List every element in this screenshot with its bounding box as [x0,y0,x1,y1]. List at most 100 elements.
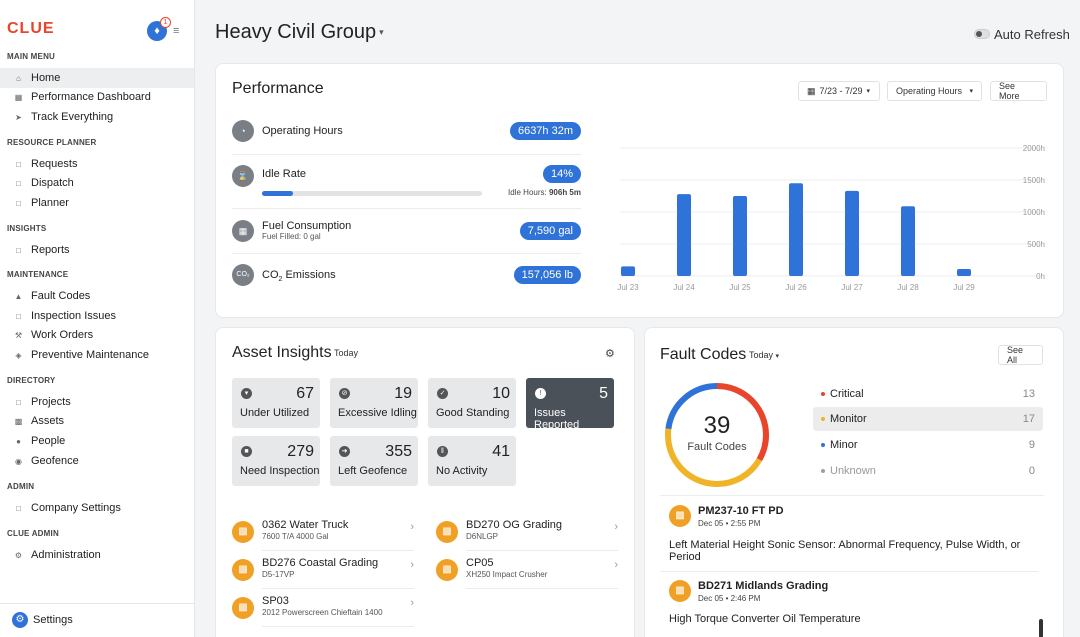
requests-icon: □ [16,159,21,169]
settings-gear-icon: ⚙ [12,612,28,628]
sidebar-item-label: Track Everything [31,111,114,123]
organization-selector[interactable]: Heavy Civil Group ▾ [215,21,384,44]
notifications-button[interactable]: ♦ 1 [147,17,171,41]
fault-list-scrollbar[interactable] [1039,619,1043,637]
truck-icon: ▩ [232,521,254,543]
legend-monitor[interactable]: Monitor 17 [813,407,1043,431]
sidebar-item-track-everything[interactable]: ➤ Track Everything [0,107,194,127]
chart-bar[interactable] [789,183,803,276]
sidebar-item-label: People [31,435,66,447]
metric-select[interactable]: Operating Hours ▾ [887,81,982,101]
chevron-right-icon: › [410,597,414,609]
sidebar-item-label: Administration [31,549,101,561]
idle-rate-value: 14% [542,165,581,183]
legend-unknown[interactable]: Unknown 0 [813,459,1043,483]
sidebar-item-label: Projects [31,396,71,408]
sidebar-item-preventive-maintenance[interactable]: ◈ Preventive Maintenance [0,345,194,365]
sidebar-item-label: Reports [31,244,70,256]
sidebar-item-home[interactable]: ⌂ Home [0,68,194,88]
notification-badge: 1 [160,17,171,28]
asset-insights-range[interactable]: Today [334,348,359,358]
x-tick-label: Jul 24 [673,283,695,292]
fault-codes-range[interactable]: Today ▾ [749,350,780,360]
calendar-icon: ▦ [807,85,816,96]
clue-logo[interactable]: CLUE [7,20,55,37]
settings-button[interactable]: ⚙ Settings [12,612,73,628]
sidebar-item-fault-codes[interactable]: ▲ Fault Codes [0,286,194,306]
asset-row[interactable]: ▩ BD276 Coastal Grading D5-17VP › [232,555,414,589]
fault-item[interactable]: ▩ BD271 Midlands Grading Dec 05 • 2:46 P… [669,580,861,625]
dispatch-icon: □ [16,178,21,188]
idle-rate-label: Idle Rate [262,168,307,180]
home-icon: ⌂ [16,73,21,83]
sidebar-item-performance-dashboard[interactable]: ▦ Performance Dashboard [0,87,194,107]
see-more-button[interactable]: See More [990,81,1047,101]
date-range-button[interactable]: ▦ 7/23 - 7/29 ▾ [798,81,880,101]
warning-icon: ▲ [14,291,23,301]
y-tick-label: 1000h [1023,208,1045,217]
sidebar-item-label: Dispatch [31,177,74,189]
chart-bar[interactable] [621,266,635,276]
fault-total-label: Fault Codes [687,441,747,453]
fuel-consumption-label: Fuel Consumption [262,220,352,232]
sidebar-item-geofence[interactable]: ◉ Geofence [0,451,194,471]
sidebar-item-inspection-issues[interactable]: □ Inspection Issues [0,306,194,326]
tile-excessive-idling[interactable]: ⊘ 19 Excessive Idling [330,378,418,428]
chart-bar[interactable] [957,268,971,276]
donut-segment-minor[interactable] [665,383,769,487]
performance-title: Performance [232,80,324,97]
tile-issues-reported[interactable]: ! 5 Issues Reported [526,378,614,431]
tile-left-geofence[interactable]: ➜ 355 Left Geofence [330,436,418,486]
chart-bar[interactable] [733,196,747,276]
sidebar-item-planner[interactable]: □ Planner [0,193,194,213]
auto-refresh-toggle[interactable] [974,29,990,39]
sidebar-item-reports[interactable]: □ Reports [0,240,194,260]
inspection-icon: □ [16,311,21,321]
section-clue-admin: CLUE ADMIN [7,529,59,538]
sidebar-item-people[interactable]: ● People [0,431,194,451]
chart-bar[interactable] [845,190,859,276]
legend-critical[interactable]: Critical 13 [813,382,1043,406]
sidebar-item-projects[interactable]: □ Projects [0,392,194,412]
calendar-icon: □ [16,198,21,208]
screener-icon: ▩ [232,597,254,619]
asset-insights-settings-icon[interactable]: ⚙ [605,348,615,360]
sidebar-item-label: Requests [31,158,78,170]
tile-under-utilized[interactable]: ▾ 67 Under Utilized [232,378,320,428]
fuel-row: ▦ Fuel Consumption Fuel Filled: 0 gal 7,… [232,219,581,243]
auto-refresh-label: Auto Refresh [994,27,1070,42]
tile-need-inspection[interactable]: ■ 279 Need Inspection [232,436,320,486]
sidebar-item-administration[interactable]: ⚙ Administration [0,545,194,565]
asset-row[interactable]: ▩ 0362 Water Truck 7600 T/A 4000 Gal › [232,517,414,551]
see-all-button[interactable]: See All [998,345,1043,365]
asset-row[interactable]: ▩ BD270 OG Grading D6NLGP › [436,517,618,551]
idle-hours-value: 906h 5m [548,188,581,197]
tile-no-activity[interactable]: ‖ 41 No Activity [428,436,516,486]
sidebar-item-company-settings[interactable]: □ Company Settings [0,498,194,518]
sidebar-item-label: Geofence [31,455,79,467]
idle-rate-fill [262,191,293,196]
people-icon: ● [16,436,21,446]
idle-icon: ⊘ [339,388,350,399]
location-arrow-icon: ➤ [15,112,22,122]
legend-minor[interactable]: Minor 9 [813,433,1043,457]
sidebar-item-work-orders[interactable]: ⚒ Work Orders [0,325,194,345]
sidebar-item-assets[interactable]: ▩ Assets [0,411,194,431]
sidebar-divider [0,603,194,604]
collapse-menu-icon[interactable]: ≡ [173,25,180,37]
asset-row[interactable]: ▩ SP03 2012 Powerscreen Chieftain 1400 › [232,593,414,627]
co2-emissions-value: 157,056 lb [513,266,581,284]
sidebar-item-dispatch[interactable]: □ Dispatch [0,173,194,193]
chart-bar[interactable] [677,194,691,276]
chart-bar[interactable] [901,206,915,276]
fault-item[interactable]: ▩ PM237-10 FT PD Dec 05 • 2:55 PM Left M… [660,496,1038,572]
gear-icon: ⚙ [14,550,23,560]
donut-segment-monitor[interactable] [665,383,769,487]
speedometer-icon: ▾ [241,388,252,399]
asset-row[interactable]: ▩ CP05 XH250 Impact Crusher › [436,555,618,589]
sidebar-item-requests[interactable]: □ Requests [0,154,194,174]
section-maintenance: MAINTENANCE [7,270,69,279]
exit-icon: ➜ [339,446,350,457]
tile-good-standing[interactable]: ✓ 10 Good Standing [428,378,516,428]
idle-hours-label: Idle Hours: [508,188,547,197]
